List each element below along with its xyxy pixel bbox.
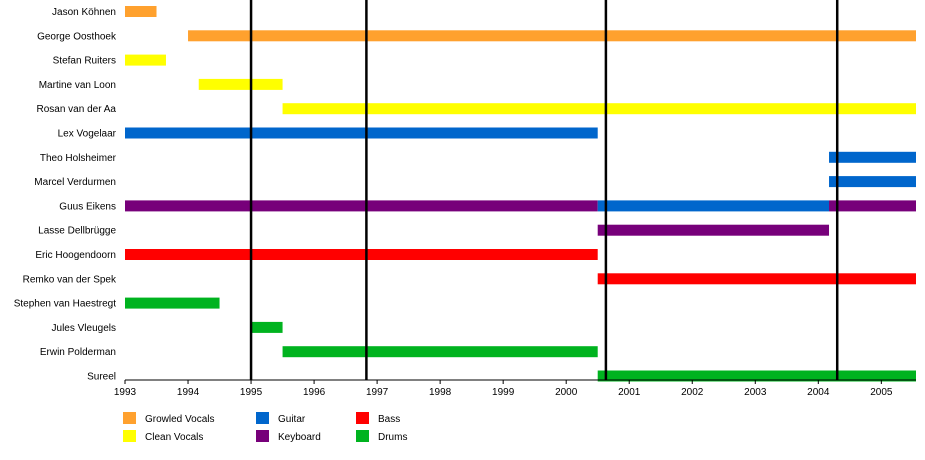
legend-swatch-clean-vocals bbox=[123, 430, 136, 442]
legend-label: Guitar bbox=[278, 414, 306, 425]
member-label: Lasse Dellbrügge bbox=[38, 226, 116, 237]
timeline-bar-drums bbox=[597, 370, 916, 382]
x-tick-label: 1995 bbox=[240, 387, 263, 398]
timeline-bar-keyboard bbox=[597, 224, 830, 236]
timeline-bar-clean-vocals bbox=[198, 78, 283, 90]
member-label: Martine van Loon bbox=[39, 80, 116, 91]
x-tick-label: 2003 bbox=[744, 387, 767, 398]
legend-label: Clean Vocals bbox=[145, 432, 203, 443]
timeline-bar-drums bbox=[125, 297, 220, 309]
member-label: Stefan Ruiters bbox=[53, 56, 116, 67]
legend-label: Growled Vocals bbox=[145, 414, 214, 425]
legend-label: Keyboard bbox=[278, 432, 321, 443]
x-tick-label: 2000 bbox=[555, 387, 578, 398]
x-tick-label: 1996 bbox=[303, 387, 326, 398]
timeline-bar-drums bbox=[251, 321, 283, 333]
timeline-bar-guitar bbox=[125, 127, 598, 139]
timeline-bar-keyboard bbox=[125, 200, 598, 212]
x-tick-label: 1994 bbox=[177, 387, 200, 398]
legend-label: Drums bbox=[378, 432, 407, 443]
timeline-bar-growled-vocals bbox=[188, 30, 916, 42]
legend-swatch-drums bbox=[356, 430, 369, 442]
member-label: Rosan van der Aa bbox=[37, 104, 117, 115]
timeline-bar-clean-vocals bbox=[125, 54, 166, 66]
x-tick-label: 1993 bbox=[114, 387, 137, 398]
timeline-bar-keyboard bbox=[829, 200, 916, 212]
legend-swatch-keyboard bbox=[256, 430, 269, 442]
legend-swatch-bass bbox=[356, 412, 369, 424]
member-label: Lex Vogelaar bbox=[58, 129, 117, 140]
timeline-bar-bass bbox=[125, 249, 598, 260]
timeline-bar-guitar bbox=[829, 151, 916, 163]
timeline-bar-guitar bbox=[597, 200, 830, 212]
member-label: Jason Köhnen bbox=[52, 7, 116, 18]
legend-swatch-guitar bbox=[256, 412, 269, 424]
member-label: George Oosthoek bbox=[37, 31, 117, 42]
member-label: Eric Hoogendoorn bbox=[35, 250, 116, 261]
timeline-bar-bass bbox=[597, 273, 916, 285]
member-label: Stephen van Haestregt bbox=[14, 299, 117, 310]
timeline-bar-guitar bbox=[829, 176, 916, 188]
timeline-bar-growled-vocals bbox=[125, 6, 157, 17]
x-tick-label: 1997 bbox=[366, 387, 389, 398]
x-tick-label: 1999 bbox=[492, 387, 515, 398]
member-label: Jules Vleugels bbox=[52, 323, 116, 334]
legend-label: Bass bbox=[378, 414, 400, 425]
member-label: Sureel bbox=[87, 372, 116, 383]
x-tick-label: 1998 bbox=[429, 387, 452, 398]
x-tick-label: 2005 bbox=[870, 387, 893, 398]
member-label: Erwin Polderman bbox=[40, 347, 116, 358]
x-tick-label: 2002 bbox=[681, 387, 704, 398]
x-tick-label: 2001 bbox=[618, 387, 641, 398]
legend-swatch-growled-vocals bbox=[123, 412, 136, 424]
member-label: Theo Holsheimer bbox=[40, 153, 117, 164]
member-label: Marcel Verdurmen bbox=[34, 177, 116, 188]
x-tick-label: 2004 bbox=[807, 387, 830, 398]
timeline-bar-clean-vocals bbox=[282, 103, 917, 115]
member-label: Remko van der Spek bbox=[23, 274, 117, 285]
timeline-bar-drums bbox=[282, 346, 598, 358]
member-label: Guus Eikens bbox=[59, 201, 116, 212]
